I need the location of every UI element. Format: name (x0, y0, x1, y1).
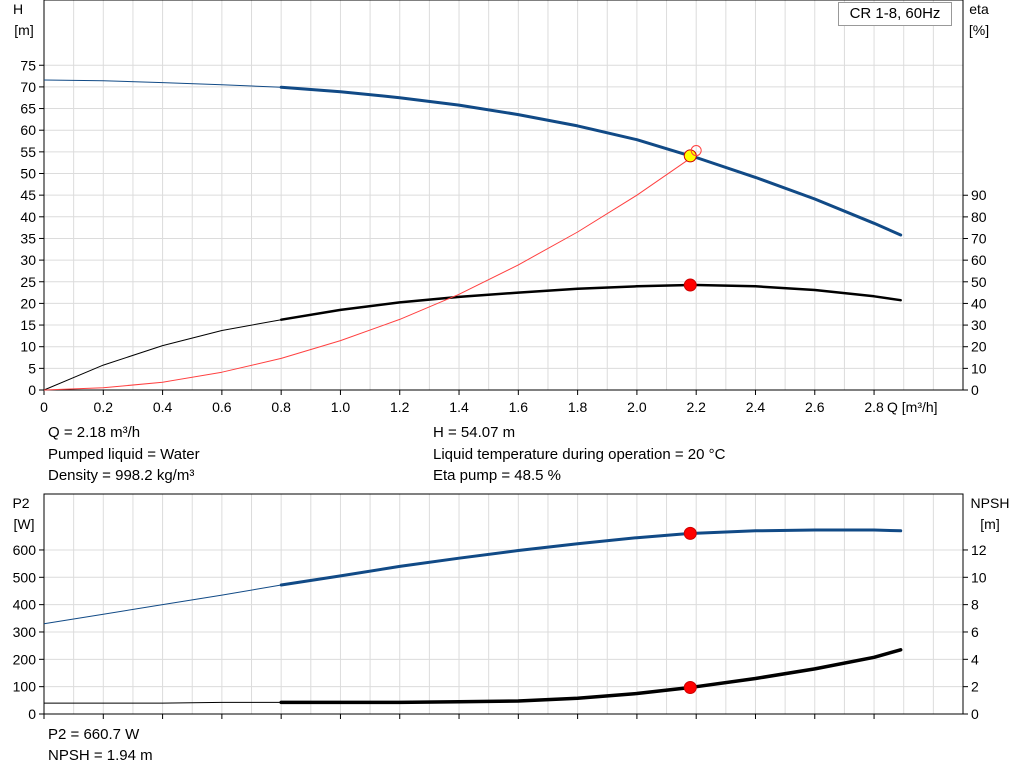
x-tick-label: 0 (40, 399, 48, 415)
x-tick-label: 1.4 (449, 399, 469, 415)
operating-point-marker (683, 526, 697, 540)
x-tick-label: 1.6 (509, 399, 529, 415)
y-tick-label: 45 (20, 187, 36, 203)
bottom-chart: 0 100 200 300 400 500 600 0 2 4 6 8 10 12 P2 [W] NPSH… (12, 493, 1010, 722)
y2-tick-label: 60 (971, 252, 987, 268)
series-line-thick (279, 648, 903, 705)
x-tick-label: 2.2 (686, 399, 706, 415)
y-tick-label: 100 (13, 679, 37, 695)
y2-tick-label: 8 (971, 597, 979, 613)
y2-tick-label: 80 (971, 209, 987, 225)
x-tick-label: 1.0 (331, 399, 351, 415)
y2-tick-label: 10 (971, 569, 987, 585)
info-density: Density = 998.2 kg/m³ (48, 467, 195, 484)
y-tick-label: 300 (13, 624, 37, 640)
y-tick-label: 35 (20, 230, 36, 246)
y-tick-label: 65 (20, 101, 36, 117)
operating-point-marker (683, 278, 697, 292)
info-npsh: NPSH = 1.94 m (48, 747, 153, 764)
operating-point-marker (683, 149, 697, 163)
y-tick-label: 500 (13, 569, 37, 585)
y2-tick-label: 90 (971, 187, 987, 203)
info-q: Q = 2.18 m³/h (48, 424, 141, 441)
h-axis-label: H (13, 1, 23, 17)
series-line-thick (279, 283, 902, 321)
y-tick-label: 600 (13, 542, 37, 558)
p2-axis-unit: [W] (14, 516, 35, 532)
x-tick-label: 0.8 (271, 399, 291, 415)
y2-tick-label: 30 (971, 317, 987, 333)
series-line-thin (43, 153, 697, 391)
y2-tick-label: 70 (971, 231, 987, 247)
x-tick-label: 0.4 (153, 399, 173, 415)
y-tick-label: 50 (20, 166, 36, 182)
series-line-thick (279, 528, 903, 587)
y-tick-label: 40 (20, 209, 36, 225)
info-eta-pump: Eta pump = 48.5 % (433, 467, 561, 484)
x-tick-label: 0.2 (94, 399, 114, 415)
y2-tick-label: 20 (971, 339, 987, 355)
y-tick-label: 10 (20, 339, 36, 355)
y-tick-label: 0 (28, 382, 36, 398)
y-tick-label: 75 (20, 57, 36, 73)
y2-tick-label: 2 (971, 679, 979, 695)
info-p2: P2 = 660.7 W (48, 726, 140, 743)
y2-tick-label: 0 (971, 382, 979, 398)
chart-legend: CR 1-8, 60Hz (838, 2, 952, 26)
y-tick-label: 200 (13, 651, 37, 667)
y-tick-label: 25 (20, 274, 36, 290)
p2-axis-label: P2 (12, 495, 29, 511)
y-tick-label: 60 (20, 122, 36, 138)
series-line-thin (43, 79, 282, 88)
npsh-axis-unit: [m] (980, 516, 999, 532)
series-line-thick (279, 85, 903, 237)
x-tick-label: 1.8 (568, 399, 588, 415)
q-axis-label: Q [m³/h] (887, 399, 938, 415)
y2-tick-label: 10 (971, 360, 987, 376)
y-tick-label: 55 (20, 144, 36, 160)
eta-axis-label: eta (969, 1, 989, 17)
operating-point-marker (690, 145, 702, 157)
series-line-thin (43, 584, 282, 625)
top-chart: 0 5 10 15 20 25 30 35 40 45 50 55 60 65 70 75 0 10 20 30 40 5… (13, 0, 989, 415)
x-tick-label: 2.0 (627, 399, 647, 415)
info-pumped-liquid: Pumped liquid = Water (48, 446, 200, 463)
y-tick-label: 20 (20, 295, 36, 311)
y-tick-label: 30 (20, 252, 36, 268)
x-tick-label: 2.4 (746, 399, 766, 415)
y-tick-label: 0 (28, 706, 36, 722)
y2-tick-label: 12 (971, 542, 987, 558)
y2-tick-label: 50 (971, 274, 987, 290)
y-tick-label: 70 (20, 79, 36, 95)
y-tick-label: 400 (13, 597, 37, 613)
h-axis-unit: [m] (14, 22, 33, 38)
series-line-thin (43, 319, 282, 391)
y2-tick-label: 6 (971, 624, 979, 640)
x-tick-label: 2.8 (864, 399, 884, 415)
y-tick-label: 5 (28, 360, 36, 376)
y2-tick-label: 40 (971, 295, 987, 311)
y-tick-label: 15 (20, 317, 36, 333)
operating-point-marker (683, 680, 697, 694)
npsh-axis-label: NPSH (971, 495, 1010, 511)
y2-tick-label: 0 (971, 706, 979, 722)
info-h: H = 54.07 m (433, 424, 516, 441)
eta-axis-unit: [%] (969, 22, 989, 38)
x-tick-label: 2.6 (805, 399, 825, 415)
x-tick-label: 1.2 (390, 399, 410, 415)
series-line-thin (44, 701, 282, 704)
x-tick-label: 0.6 (212, 399, 232, 415)
y2-tick-label: 4 (971, 651, 979, 667)
plot-frame (43, 493, 964, 715)
info-liquid-temperature: Liquid temperature during operation = 20… (433, 446, 726, 463)
